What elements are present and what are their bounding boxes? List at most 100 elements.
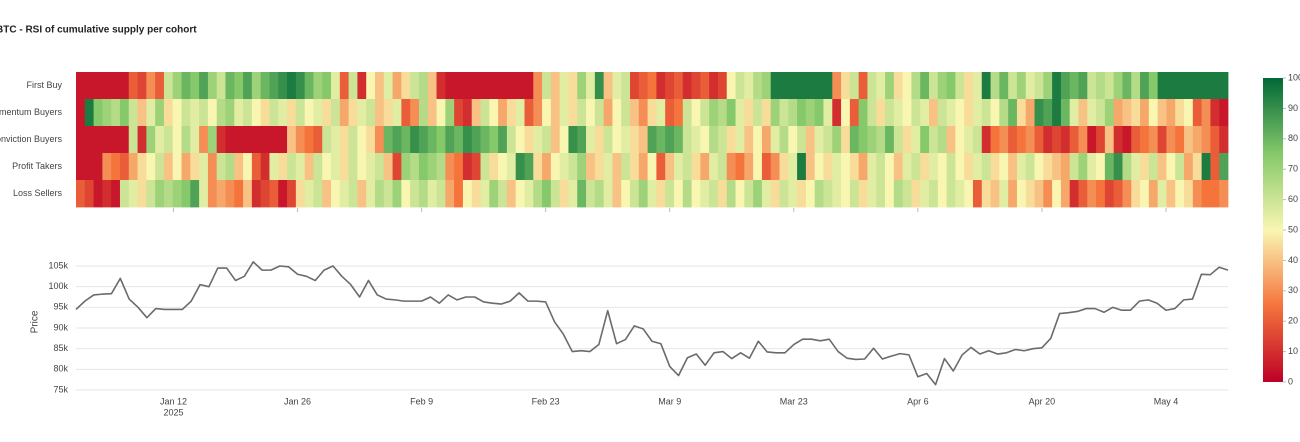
heatmap-cell — [726, 126, 736, 154]
heatmap-cell — [577, 99, 587, 127]
heatmap-cell — [357, 99, 367, 127]
heatmap-cell — [207, 72, 218, 100]
heatmap-cell — [163, 72, 174, 100]
heatmap-cell — [383, 72, 393, 100]
heatmap-cell — [278, 126, 288, 154]
heatmap-cell — [480, 99, 490, 127]
heatmap-cell — [322, 180, 332, 208]
heatmap-cell — [1122, 126, 1132, 154]
heatmap-cell — [893, 72, 904, 100]
heatmap-cell — [1140, 180, 1150, 208]
heatmap-cell — [999, 153, 1009, 181]
heatmap-cell — [1087, 72, 1097, 100]
heatmap-cell — [761, 153, 772, 181]
heatmap-cell — [1025, 99, 1035, 127]
heatmap-cell — [190, 126, 200, 154]
heatmap-cell — [1157, 180, 1167, 208]
heatmap-cell — [814, 126, 824, 154]
heatmap-cell — [709, 72, 719, 100]
heatmap-cell — [348, 99, 358, 127]
heatmap-cell — [682, 126, 692, 154]
heatmap-cell — [128, 99, 138, 127]
heatmap-cell — [920, 180, 930, 208]
heatmap-cell — [339, 153, 350, 181]
heatmap-cell — [515, 99, 525, 127]
heatmap-cell — [1113, 72, 1123, 100]
heatmap-cell — [155, 72, 165, 100]
heatmap-cell — [550, 72, 561, 100]
heatmap-cell — [137, 99, 147, 127]
heatmap-cell — [102, 72, 112, 100]
heatmap-cell — [322, 99, 332, 127]
heatmap-cell — [128, 126, 138, 154]
heatmap-cell — [1078, 72, 1088, 100]
heatmap-cell — [1166, 153, 1176, 181]
heatmap-cell — [964, 126, 974, 154]
heatmap-cell — [1008, 153, 1018, 181]
heatmap-cell — [542, 126, 552, 154]
heatmap-cell — [260, 180, 270, 208]
heatmap-cell — [673, 126, 684, 154]
heatmap-cell — [339, 180, 350, 208]
y-tick-label: 100k — [48, 281, 68, 291]
heatmap-cell — [119, 99, 130, 127]
heatmap-cell — [788, 99, 798, 127]
heatmap-cell — [665, 126, 675, 154]
heatmap-cell — [753, 153, 763, 181]
heatmap-cell — [586, 72, 596, 100]
heatmap-cell — [1184, 72, 1194, 100]
heatmap-cell — [920, 99, 930, 127]
heatmap-cell — [199, 72, 209, 100]
heatmap-cell — [999, 99, 1009, 127]
heatmap-cell — [84, 180, 94, 208]
heatmap-cell — [1210, 72, 1220, 100]
heatmap-cell — [181, 126, 191, 154]
heatmap-cell — [1157, 153, 1167, 181]
heatmap-cell — [331, 126, 341, 154]
heatmap-cell — [1175, 153, 1185, 181]
heatmap-cell — [392, 72, 402, 100]
heatmap-cell — [1140, 153, 1150, 181]
heatmap-cell — [603, 72, 613, 100]
heatmap-cell — [682, 180, 692, 208]
heatmap-cell — [1034, 72, 1044, 100]
heatmap-cell — [805, 126, 816, 154]
heatmap-cell — [181, 153, 191, 181]
price-line — [75, 261, 1229, 386]
heatmap-cell — [1034, 126, 1044, 154]
heatmap-cell — [410, 126, 420, 154]
heatmap-cell — [955, 72, 965, 100]
heatmap-cell — [84, 126, 94, 154]
heatmap-cell — [893, 180, 904, 208]
heatmap-cell — [155, 126, 165, 154]
heatmap-cell — [269, 153, 279, 181]
x-tick-label: Apr 6 — [907, 396, 929, 406]
heatmap-cell — [1008, 126, 1018, 154]
heatmap-cell — [955, 126, 965, 154]
heatmap-cell — [269, 126, 279, 154]
heatmap-cell — [366, 180, 376, 208]
heatmap-cell — [260, 72, 270, 100]
heatmap-cell — [612, 153, 622, 181]
heatmap-cell — [726, 153, 736, 181]
heatmap-cell — [929, 72, 939, 100]
heatmap-cell — [480, 153, 490, 181]
heatmap-cell — [1201, 72, 1211, 100]
heatmap-cell — [753, 72, 763, 100]
heatmap-cell — [348, 180, 358, 208]
colorbar-tick-label: 10 — [1288, 346, 1298, 356]
heatmap-cell — [225, 180, 235, 208]
heatmap-cell — [137, 126, 147, 154]
heatmap-cell — [559, 99, 569, 127]
colorbar-tick-label: 20 — [1288, 316, 1298, 326]
heatmap-cell — [858, 153, 868, 181]
heatmap-cell — [550, 153, 561, 181]
heatmap-cell — [656, 72, 666, 100]
heatmap-cell — [937, 72, 947, 100]
heatmap-cell — [946, 153, 956, 181]
heatmap-cell — [1166, 99, 1176, 127]
heatmap-cell — [76, 153, 86, 181]
heatmap-cell — [1016, 99, 1027, 127]
heatmap-cell — [102, 153, 112, 181]
heatmap-cell — [902, 126, 912, 154]
